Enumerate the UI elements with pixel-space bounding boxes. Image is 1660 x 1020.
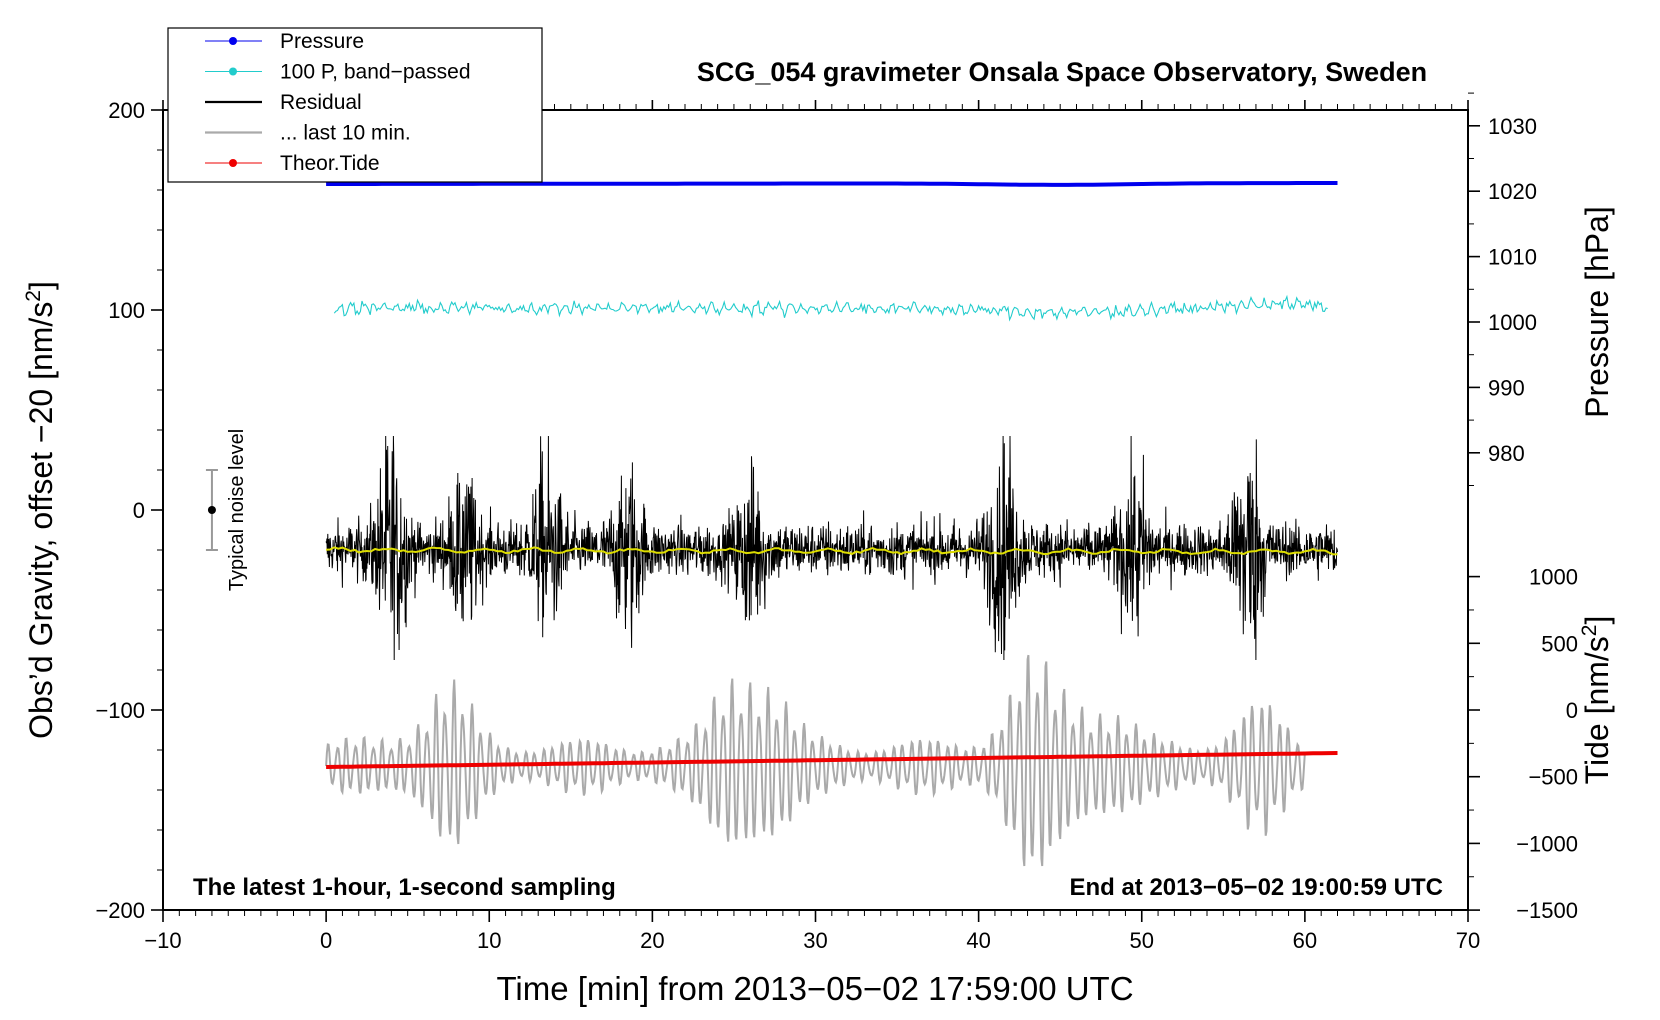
pressure-tick-label: 980: [1488, 441, 1525, 466]
legend-swatch-dot: [229, 67, 237, 76]
x-tick-label: 60: [1293, 928, 1317, 953]
legend-swatch-dot: [229, 159, 237, 167]
noise-bar-center-dot: [207, 506, 216, 514]
y-tick-label: 200: [108, 98, 145, 123]
pressure-tick-label: 1030: [1488, 114, 1537, 139]
legend-label: ... last 10 min.: [280, 122, 411, 145]
legend-box: [167, 27, 543, 183]
pressure-series: [326, 181, 1338, 187]
y-axis-label-left: Obs’d Gravity, offset −20 [nm/s2]: [22, 281, 59, 739]
ticks-layer: −10 0 10 20 30 40 50 60 702001000−100−2001030102…: [95, 92, 1578, 953]
annotation-sampling: The latest 1-hour, 1-second sampling: [193, 874, 616, 901]
legend: Pressure 100 P, band−passed Residual ... la…: [167, 27, 543, 183]
x-tick-label: 10: [477, 928, 501, 953]
last-10-min-series: [325, 654, 1306, 867]
tide-tick-label: −1500: [1516, 898, 1578, 923]
tide-tick-label: 0: [1566, 698, 1578, 723]
tide-tick-label: −1000: [1516, 831, 1578, 856]
y-tick-label: 100: [108, 298, 145, 323]
tide-tick-label: 1000: [1529, 565, 1578, 590]
x-tick-label: 40: [966, 928, 990, 953]
legend-label: 100 P, band−passed: [280, 61, 471, 84]
x-tick-label: 20: [640, 928, 664, 953]
pressure-tick-label: 1020: [1488, 179, 1537, 204]
legend-label: Pressure: [280, 30, 364, 53]
tide-tick-label: 500: [1541, 631, 1578, 656]
y-tick-label: 0: [133, 498, 145, 523]
x-tick-label: 30: [803, 928, 827, 953]
x-tick-label: −10: [144, 928, 181, 953]
chart-title: SCG_054 gravimeter Onsala Space Observat…: [697, 57, 1427, 87]
x-tick-label: 70: [1456, 928, 1480, 953]
y-tick-label: −100: [95, 698, 145, 723]
noise-level-label: Typical noise level: [226, 429, 248, 591]
legend-label: Theor.Tide: [280, 152, 380, 175]
theor-tide-series: [326, 751, 1338, 769]
residual-series: [325, 435, 1338, 661]
noise-level-bar: [205, 469, 218, 551]
y-axis-label-pressure: Pressure [hPa]: [1579, 206, 1615, 418]
y-tick-label: −200: [95, 898, 145, 923]
x-tick-label: 0: [320, 928, 332, 953]
pressure-tick-label: 1010: [1488, 245, 1537, 270]
annotation-end-time: End at 2013−05−02 19:00:59 UTC: [1069, 874, 1443, 901]
band-passed-pressure-series: [333, 294, 1328, 322]
x-axis-label: Time [min] from 2013−05−02 17:59:00 UTC: [496, 970, 1133, 1007]
pressure-tick-label: 990: [1488, 375, 1525, 400]
legend-swatch-dot: [229, 37, 237, 45]
residual-mean-line: [326, 546, 1338, 556]
series-layer: [325, 181, 1338, 867]
x-tick-label: 50: [1130, 928, 1154, 953]
legend-label: Residual: [280, 91, 362, 114]
pressure-tick-label: 1000: [1488, 310, 1537, 335]
y-axis-label-tide: Tide [nm/s2]: [1578, 616, 1615, 785]
tide-tick-label: −500: [1528, 765, 1578, 790]
